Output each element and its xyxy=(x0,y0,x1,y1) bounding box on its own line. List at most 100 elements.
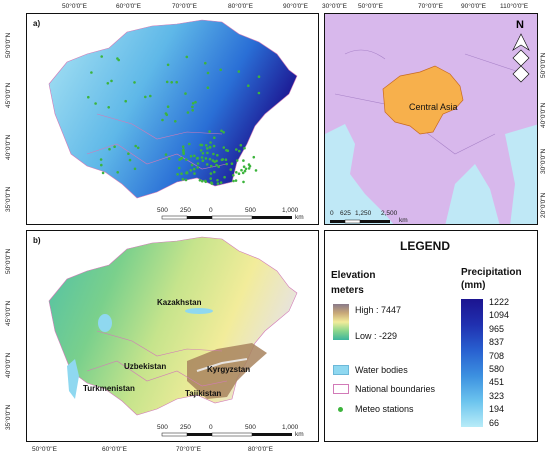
station-dot xyxy=(201,159,205,162)
station-dot xyxy=(208,157,212,161)
station-dot xyxy=(184,92,187,95)
station-dot xyxy=(101,171,105,175)
station-dot xyxy=(229,168,233,171)
station-dot xyxy=(242,180,245,184)
station-dot xyxy=(124,99,127,103)
a-lon-1: 60°0'0"E xyxy=(116,3,141,10)
station-dot xyxy=(223,175,226,179)
station-dot xyxy=(234,179,238,182)
station-dot xyxy=(247,163,251,166)
b-lat-0: 50°0'0"N xyxy=(5,248,12,274)
station-dot xyxy=(232,179,235,183)
precip-unit: (mm) xyxy=(461,280,486,291)
station-dot xyxy=(247,84,250,87)
station-dot xyxy=(116,171,119,174)
station-dot xyxy=(225,162,228,166)
b-lon-3: 80°0'0"E xyxy=(248,446,273,453)
station-dot xyxy=(208,130,211,133)
a-lat-1: 45°0'0"N xyxy=(5,82,12,108)
a-lat-3: 35°0'0"N xyxy=(5,186,12,212)
station-dot xyxy=(206,71,210,75)
station-label: Meteo stations xyxy=(355,404,414,414)
station-dot xyxy=(191,109,194,112)
station-dot xyxy=(206,147,209,150)
station-dot xyxy=(100,55,103,58)
station-dot xyxy=(113,145,116,148)
scale-b-0: 500 xyxy=(157,424,168,431)
station-dot xyxy=(216,182,220,185)
station-dot xyxy=(196,162,200,165)
station-dot xyxy=(107,106,110,109)
station-dot xyxy=(199,149,203,152)
station-dot-icon xyxy=(338,407,343,412)
precip-value: 194 xyxy=(489,404,505,415)
station-dot xyxy=(244,167,248,171)
station-dot xyxy=(184,178,188,182)
station-dot xyxy=(219,181,223,184)
o-lat-1: 40°0'0"N xyxy=(540,102,547,128)
station-dot xyxy=(204,179,207,183)
station-dot xyxy=(206,86,210,89)
station-dot xyxy=(200,143,204,147)
station-dot xyxy=(181,145,185,148)
o-lon-0: 30°0'0"E xyxy=(322,3,347,10)
station-dot xyxy=(209,141,212,144)
scale-a-unit: km xyxy=(295,214,304,221)
elevation-unit: meters xyxy=(331,285,364,296)
station-dot xyxy=(222,146,226,149)
precip-value: 837 xyxy=(489,337,505,348)
scale-a-0: 500 xyxy=(157,207,168,214)
station-dot xyxy=(217,165,220,168)
country-label-kazakhstan: Kazakhstan xyxy=(157,298,202,307)
water-body xyxy=(98,314,112,332)
country-label-turkmenistan: Turkmenistan xyxy=(83,384,135,393)
station-dot xyxy=(240,168,243,172)
precip-value: 323 xyxy=(489,390,505,401)
o-lat-3: 20°0'0"N xyxy=(540,192,547,218)
elevation-low: Low : -229 xyxy=(355,331,398,341)
scale-a-1: 250 xyxy=(180,207,191,214)
a-lon-2: 70°0'0"E xyxy=(172,3,197,10)
station-dot xyxy=(90,71,93,74)
o-lat-0: 50°0'0"N xyxy=(540,52,547,78)
station-dot xyxy=(213,170,216,174)
station-dot xyxy=(196,166,199,169)
scale-b-4: 1,000 xyxy=(282,424,299,431)
b-lat-3: 35°0'0"N xyxy=(5,404,12,430)
station-dot xyxy=(216,178,219,182)
station-dot xyxy=(192,167,196,171)
central-asia-precip-surface xyxy=(48,19,298,199)
scale-a-3: 500 xyxy=(245,207,256,214)
meteo-stations xyxy=(87,55,261,185)
legend-panel: LEGEND Elevation meters High : 7447 Low … xyxy=(324,230,538,442)
station-dot xyxy=(170,81,173,84)
station-dot xyxy=(209,177,212,180)
elevation-map-panel: b) Kazakhstan Uzbekistan Kyrgyzstan Turk… xyxy=(26,230,319,442)
boundary-swatch xyxy=(333,384,349,394)
station-dot xyxy=(242,159,245,162)
a-lat-2: 40°0'0"N xyxy=(5,134,12,160)
station-dot xyxy=(243,169,247,173)
station-dot xyxy=(238,149,241,153)
a-lat-0: 50°0'0"N xyxy=(5,32,12,58)
station-dot xyxy=(166,63,170,67)
b-lon-2: 70°0'0"E xyxy=(176,446,201,453)
central-asia-label: Central Asia xyxy=(409,102,458,112)
station-dot xyxy=(87,95,90,99)
country-label-kyrgyzstan: Kyrgyzstan xyxy=(207,365,250,374)
station-dot xyxy=(235,171,238,174)
station-dot xyxy=(186,111,190,114)
station-dot xyxy=(204,157,208,160)
station-dot xyxy=(213,160,216,164)
station-dot xyxy=(257,75,261,78)
station-dot xyxy=(200,156,204,159)
water-body xyxy=(185,308,213,314)
station-dot xyxy=(224,158,228,161)
station-dot xyxy=(235,148,238,151)
station-dot xyxy=(232,174,235,177)
station-dot xyxy=(201,179,204,183)
elevation-ramp xyxy=(333,304,349,340)
station-dot xyxy=(226,149,230,152)
station-dot xyxy=(164,153,168,156)
station-dot xyxy=(254,169,258,172)
